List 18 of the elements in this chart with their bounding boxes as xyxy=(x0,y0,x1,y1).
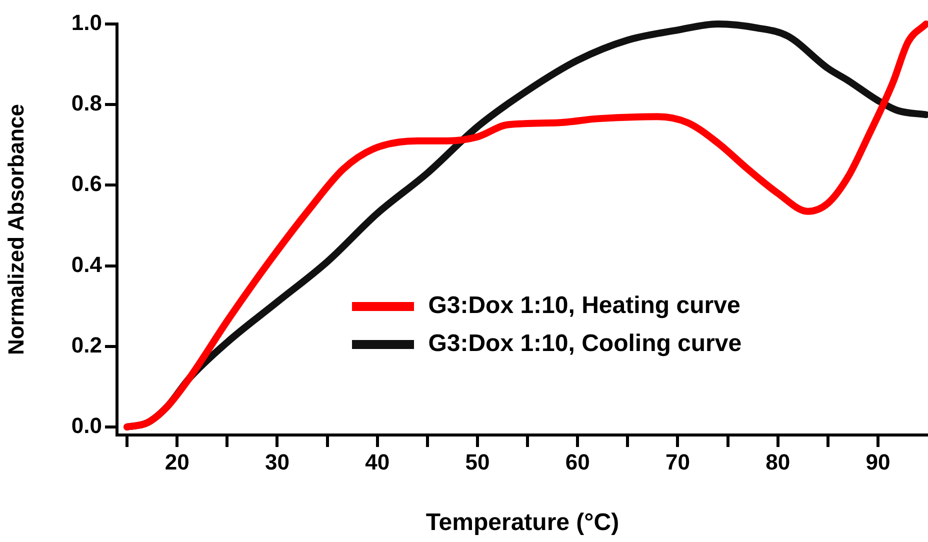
x-tick-label: 50 xyxy=(465,449,490,474)
x-tick-label: 90 xyxy=(866,449,890,474)
y-tick-label: 0.4 xyxy=(71,252,103,277)
y-tick-label: 0.0 xyxy=(71,413,102,438)
y-tick-label: 0.2 xyxy=(71,332,102,358)
x-tick-label: 60 xyxy=(565,449,590,474)
y-tick-label: 0.6 xyxy=(71,171,102,196)
x-tick-label: 80 xyxy=(766,449,790,474)
y-tick-label: 0.8 xyxy=(71,90,102,116)
x-tick-label: 20 xyxy=(164,449,190,474)
legend-label: G3:Dox 1:10, Cooling curve xyxy=(428,330,742,358)
x-axis-title: Temperature (°C) xyxy=(426,509,620,536)
x-tick-label: 40 xyxy=(365,449,390,474)
y-axis-title: Normalized Absorbance xyxy=(3,104,28,356)
x-tick-label: 30 xyxy=(264,449,290,474)
y-tick-label: 1.0 xyxy=(71,10,102,36)
legend-label: G3:Dox 1:10, Heating curve xyxy=(428,292,740,320)
x-tick-label: 70 xyxy=(665,449,690,474)
